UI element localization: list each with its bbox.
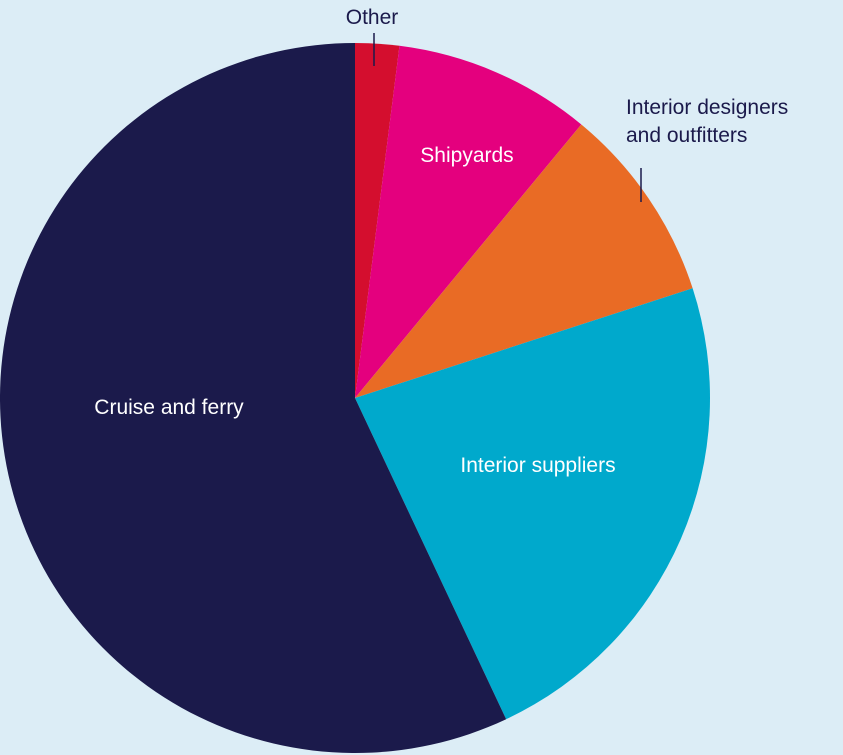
pie-slice-shipyards xyxy=(355,45,582,399)
slice-label-interior-suppliers: Interior suppliers xyxy=(460,454,615,477)
slice-label-cruise-and-ferry: Cruise and ferry xyxy=(94,396,244,419)
slice-label-interior-designers-line-1: Interior designers xyxy=(626,96,788,119)
slice-label-shipyards: Shipyards xyxy=(420,144,513,167)
pie-slice-cruise-and-ferry xyxy=(0,43,507,753)
pie-slice-other xyxy=(355,43,400,398)
leader-lines xyxy=(373,33,642,202)
pie-slice-interior-suppliers xyxy=(355,288,711,720)
pie-slice-interior-designers xyxy=(355,124,693,398)
slice-label-interior-designers-line-2: and outfitters xyxy=(626,124,747,147)
pie-slices xyxy=(0,43,711,753)
slice-label-other: Other xyxy=(346,6,399,29)
slice-label-interior-designers: Interior designers and outfitters xyxy=(626,96,794,147)
